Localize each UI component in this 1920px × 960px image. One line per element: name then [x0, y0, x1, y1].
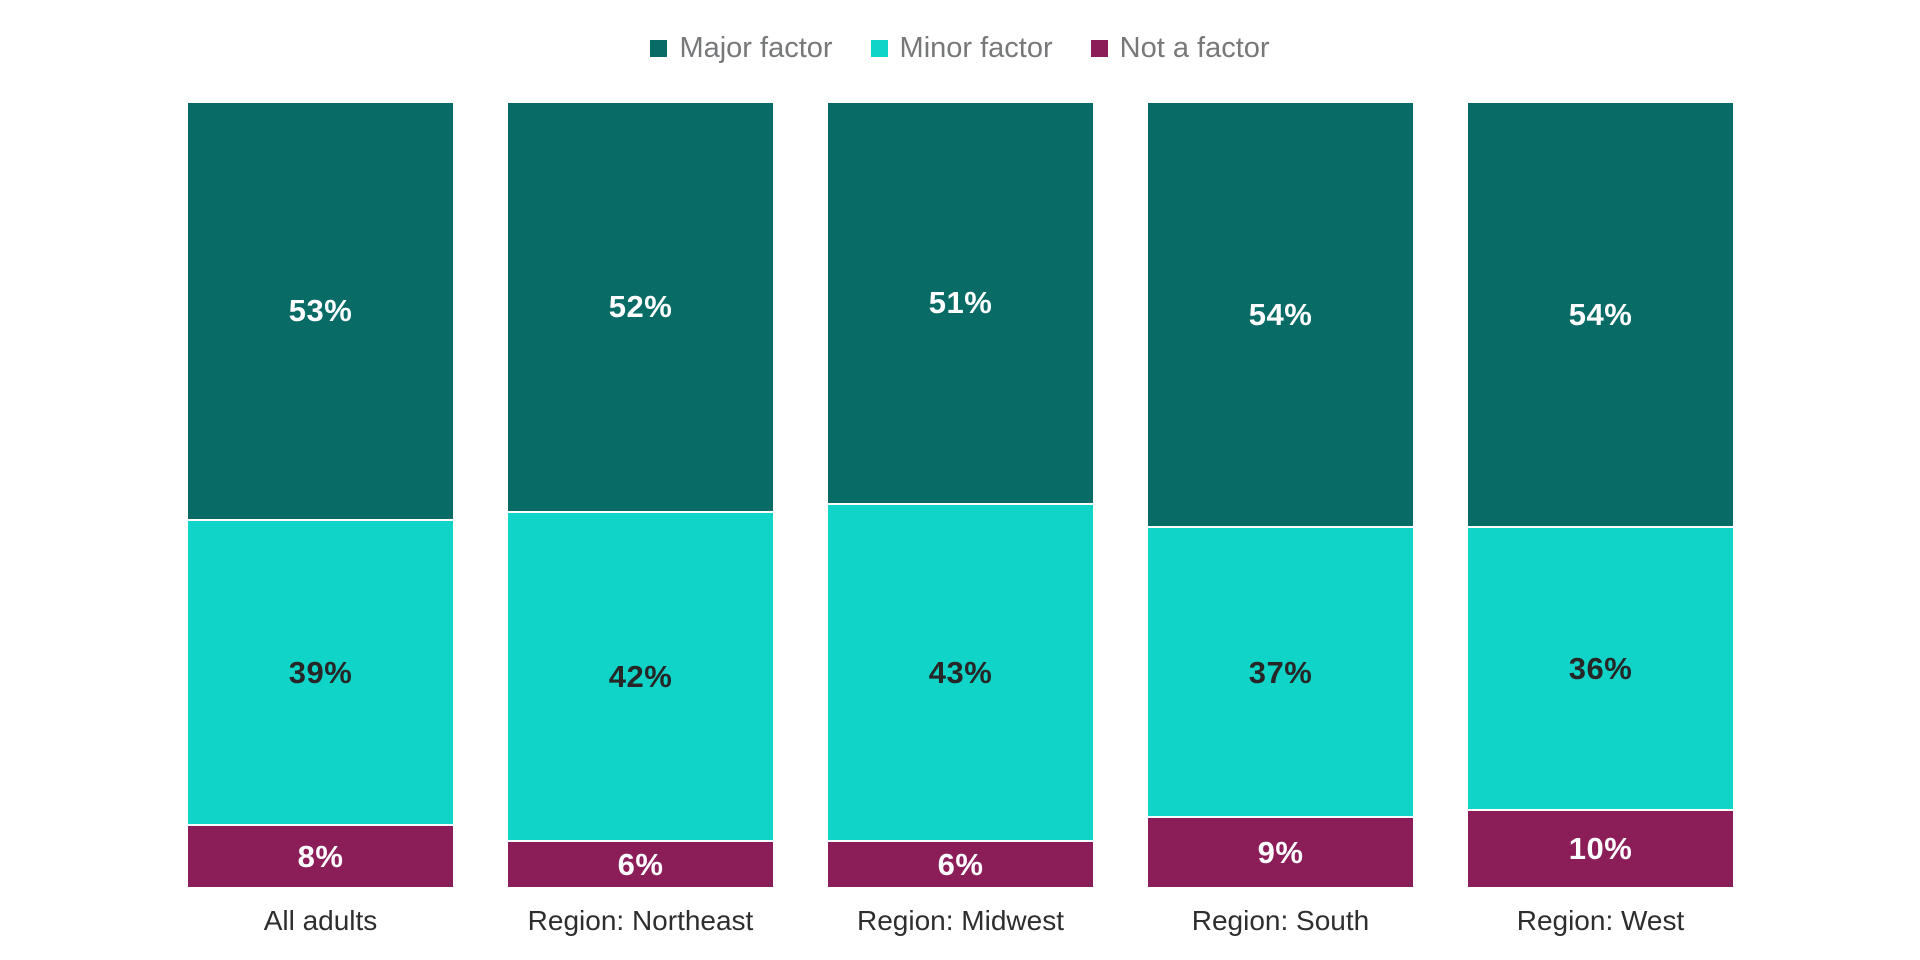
segment-value-label: 8% [297, 839, 344, 875]
segment-value-label: 53% [288, 293, 353, 329]
segment-major-factor-region-northeast: 52% [508, 103, 773, 511]
segment-major-factor-region-west: 54% [1468, 103, 1733, 527]
segment-not-a-factor-region-northeast: 6% [508, 839, 773, 887]
bar-region-midwest: 51% 43% 6% [828, 103, 1093, 887]
segment-value-label: 36% [1568, 650, 1633, 686]
segment-value-label: 54% [1568, 297, 1633, 333]
legend-label: Minor factor [899, 31, 1053, 64]
segment-minor-factor-region-northeast: 42% [508, 510, 773, 840]
segment-major-factor-all-adults: 53% [188, 103, 453, 519]
legend-item-minor-factor: Minor factor [870, 31, 1053, 64]
category-label-region-northeast: Region: Northeast [527, 905, 754, 936]
segment-value-label: 51% [928, 285, 993, 321]
segment-value-label: 9% [1257, 835, 1304, 871]
segment-not-a-factor-region-south: 9% [1148, 816, 1413, 887]
segment-minor-factor-region-south: 37% [1148, 526, 1413, 817]
legend-item-major-factor: Major factor [650, 31, 833, 64]
legend-item-not-a-factor: Not a factor [1090, 31, 1270, 64]
segment-value-label: 37% [1248, 654, 1313, 690]
legend-label: Not a factor [1119, 31, 1270, 64]
segment-value-label: 54% [1248, 297, 1313, 333]
legend-swatch-minor-factor [870, 39, 888, 57]
segment-major-factor-region-south: 54% [1148, 103, 1413, 527]
segment-not-a-factor-all-adults: 8% [188, 824, 453, 887]
segment-value-label: 52% [608, 289, 673, 325]
chart-plot-area: 53% 39% 8% 52% 42% 6% 51% 43% 6% 54% 37% 9% 54% 36% 10… [188, 103, 1733, 887]
segment-value-label: 42% [608, 658, 673, 694]
chart-legend: Major factor Minor factor Not a factor [0, 30, 1920, 66]
category-label-region-west: Region: West [1516, 905, 1685, 936]
bar-region-northeast: 52% 42% 6% [508, 103, 773, 887]
category-label-region-south: Region: South [1191, 905, 1370, 936]
segment-minor-factor-region-west: 36% [1468, 526, 1733, 809]
segment-value-label: 43% [928, 654, 993, 690]
segment-value-label: 6% [617, 846, 664, 882]
legend-label: Major factor [679, 31, 833, 64]
segment-minor-factor-region-midwest: 43% [828, 502, 1093, 840]
segment-minor-factor-all-adults: 39% [188, 518, 453, 825]
segment-not-a-factor-region-midwest: 6% [828, 839, 1093, 887]
bar-all-adults: 53% 39% 8% [188, 103, 453, 887]
category-axis-labels: All adults Region: Northeast Region: Midwe… [188, 905, 1733, 937]
category-label-region-midwest: Region: Midwest [857, 905, 1064, 936]
legend-swatch-major-factor [650, 39, 668, 57]
legend-swatch-not-a-factor [1090, 39, 1108, 57]
bar-region-west: 54% 36% 10% [1468, 103, 1733, 887]
segment-major-factor-region-midwest: 51% [828, 103, 1093, 503]
category-label-all-adults: All adults [263, 905, 378, 936]
segment-value-label: 6% [937, 846, 984, 882]
bar-region-south: 54% 37% 9% [1148, 103, 1413, 887]
segment-value-label: 10% [1568, 831, 1633, 867]
segment-value-label: 39% [288, 654, 353, 690]
segment-not-a-factor-region-west: 10% [1468, 808, 1733, 887]
